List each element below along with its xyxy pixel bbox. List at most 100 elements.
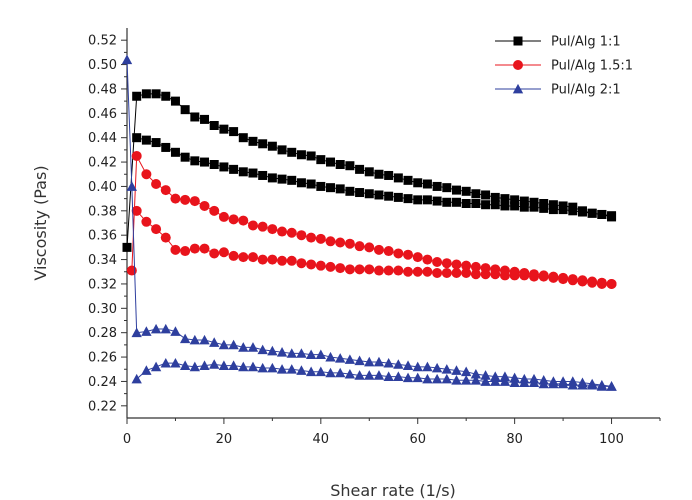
- legend-label: Pul/Alg 1:1: [551, 35, 621, 50]
- data-point: [577, 207, 587, 217]
- data-point: [364, 242, 375, 253]
- data-point: [209, 359, 220, 369]
- data-point: [335, 353, 346, 363]
- data-point: [218, 339, 230, 350]
- data-point: [480, 376, 491, 386]
- data-point: [335, 184, 345, 194]
- data-point: [170, 357, 181, 368]
- data-point: [238, 133, 248, 143]
- data-point: [393, 173, 403, 183]
- data-point: [126, 265, 137, 276]
- data-point: [432, 181, 442, 191]
- data-point: [287, 175, 297, 185]
- data-point: [248, 168, 258, 178]
- y-tick-label: 0.22: [88, 399, 117, 414]
- data-point: [364, 356, 375, 367]
- data-point: [267, 224, 278, 235]
- data-point: [189, 243, 200, 254]
- x-axis-ticks: 0 20 40 60 80 100: [123, 418, 661, 447]
- y-tick-label: 0.46: [88, 107, 117, 122]
- data-point: [170, 244, 181, 255]
- data-point: [151, 89, 161, 99]
- data-point: [509, 377, 520, 388]
- data-point: [325, 367, 336, 378]
- series-square: [122, 89, 617, 252]
- data-point: [481, 190, 491, 200]
- data-point: [577, 379, 588, 390]
- data-point: [126, 181, 138, 191]
- data-point: [200, 114, 210, 124]
- data-point: [470, 368, 482, 379]
- data-point: [490, 200, 500, 210]
- data-point: [189, 361, 201, 372]
- data-point: [228, 250, 239, 261]
- data-point: [441, 258, 452, 269]
- data-point: [122, 242, 132, 252]
- data-point: [441, 373, 452, 384]
- data-point: [490, 371, 501, 381]
- data-point: [267, 173, 277, 183]
- data-point: [461, 267, 472, 278]
- data-point: [596, 381, 608, 391]
- series-triangle: [121, 54, 617, 391]
- data-point: [431, 362, 443, 373]
- data-point: [374, 190, 384, 200]
- data-point: [354, 355, 365, 366]
- data-point: [315, 260, 326, 271]
- data-point: [296, 230, 307, 241]
- data-point: [587, 208, 597, 218]
- x-axis-title: Shear rate (1/s): [330, 481, 456, 500]
- data-point: [393, 359, 404, 369]
- data-point: [305, 349, 317, 360]
- data-point: [412, 266, 423, 277]
- data-point: [471, 189, 481, 199]
- series-layer: [121, 54, 617, 391]
- data-point: [315, 366, 326, 377]
- data-point: [432, 257, 443, 267]
- data-point: [557, 378, 569, 389]
- data-point: [519, 377, 530, 388]
- data-point: [490, 376, 501, 386]
- data-point: [461, 375, 472, 385]
- legend-marker: [513, 36, 523, 46]
- data-point: [209, 121, 219, 130]
- y-tick-label: 0.50: [88, 58, 117, 73]
- data-point: [305, 366, 317, 377]
- data-point: [335, 160, 345, 169]
- data-point: [238, 342, 249, 352]
- data-point: [402, 360, 414, 370]
- data-point: [354, 370, 365, 380]
- data-point: [364, 370, 375, 380]
- data-point: [596, 278, 607, 289]
- y-tick-label: 0.42: [88, 156, 117, 171]
- data-point: [470, 261, 481, 272]
- data-point: [344, 354, 356, 364]
- data-point: [180, 105, 190, 115]
- data-point: [597, 209, 607, 219]
- data-point: [170, 326, 181, 336]
- data-point: [296, 365, 307, 375]
- x-tick-label: 20: [216, 432, 233, 447]
- data-point: [606, 381, 617, 391]
- data-point: [500, 194, 510, 204]
- legend-marker: [512, 83, 524, 94]
- data-point: [393, 248, 404, 259]
- data-point: [141, 89, 151, 99]
- data-point: [315, 233, 326, 244]
- data-point: [326, 183, 336, 193]
- data-point: [393, 192, 403, 202]
- data-point: [219, 124, 229, 134]
- legend-item: Pul/Alg 1.5:1: [495, 59, 633, 74]
- data-point: [150, 361, 162, 372]
- data-point: [373, 370, 385, 380]
- data-point: [499, 376, 511, 386]
- data-point: [344, 238, 355, 249]
- data-point: [247, 361, 259, 372]
- data-point: [238, 167, 248, 177]
- data-point: [131, 327, 142, 338]
- data-point: [431, 373, 443, 384]
- data-point: [451, 197, 461, 207]
- data-point: [151, 138, 161, 148]
- data-point: [218, 211, 229, 222]
- data-point: [247, 220, 258, 231]
